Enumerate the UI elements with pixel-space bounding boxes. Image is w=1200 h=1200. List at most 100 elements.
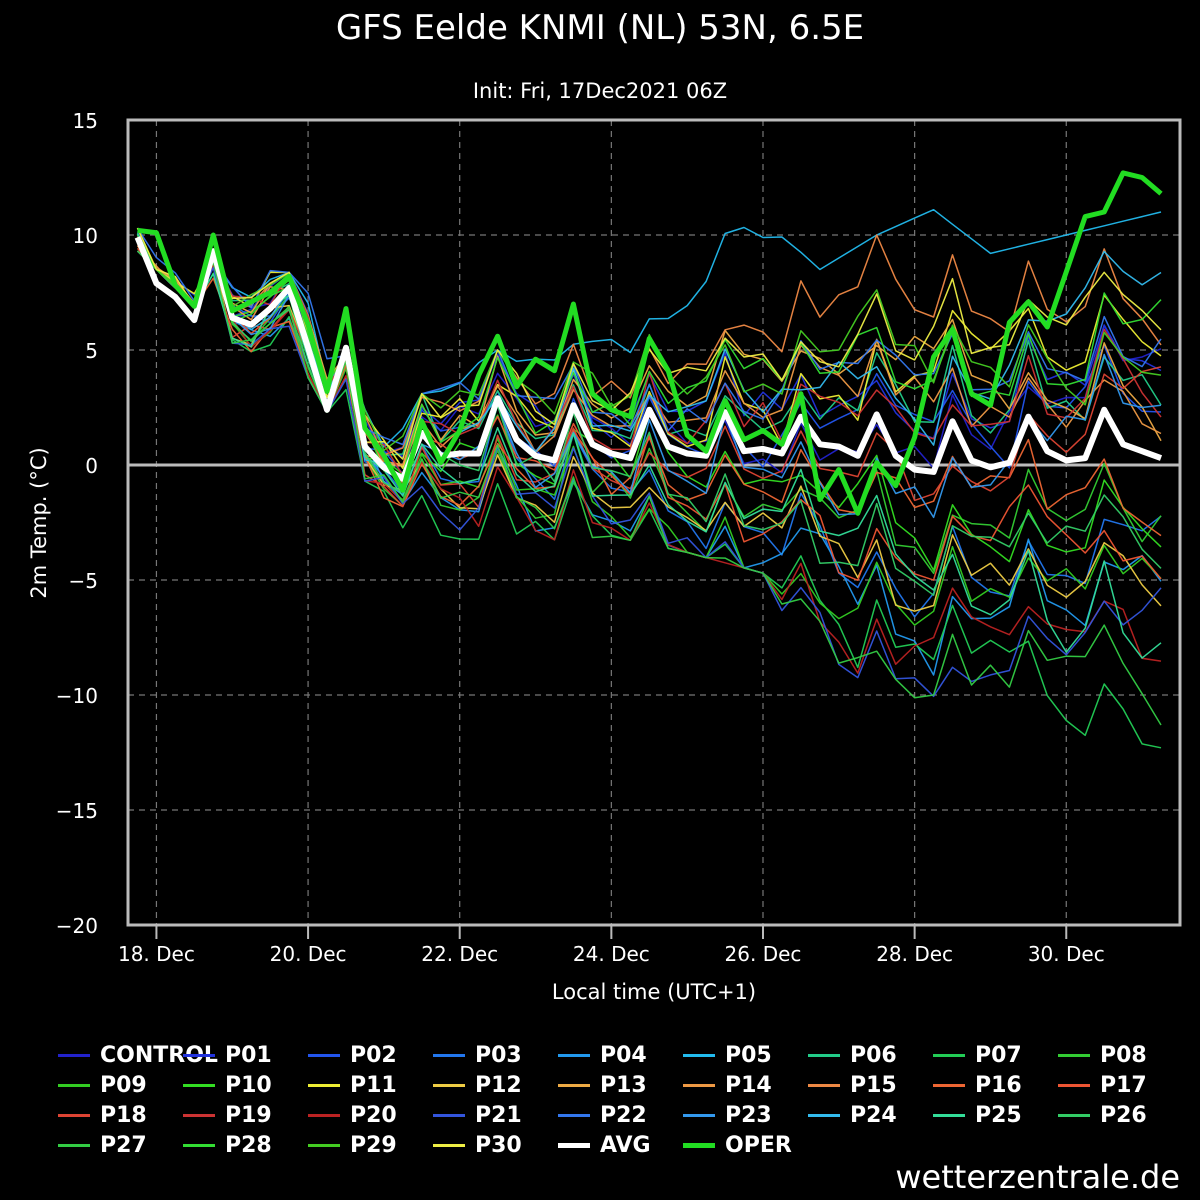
legend-swatch — [433, 1143, 465, 1147]
legend-item-p30: P30 — [433, 1130, 522, 1160]
legend-swatch — [933, 1083, 965, 1087]
legend-swatch — [308, 1083, 340, 1087]
series-line-p22 — [136, 227, 1162, 446]
legend-swatch — [183, 1143, 215, 1147]
y-axis-label: 2m Temp. (°C) — [27, 447, 51, 598]
legend-swatch — [683, 1142, 715, 1148]
legend-swatch — [433, 1053, 465, 1057]
legend-item-p28: P28 — [183, 1130, 272, 1160]
legend-label: P22 — [600, 1102, 647, 1128]
legend-label: P14 — [725, 1072, 772, 1098]
legend-item-p20: P20 — [308, 1100, 397, 1130]
legend-swatch — [308, 1053, 340, 1057]
legend-swatch — [183, 1113, 215, 1117]
legend-item-p12: P12 — [433, 1070, 522, 1100]
legend-item-p03: P03 — [433, 1040, 522, 1070]
legend-swatch — [1058, 1083, 1090, 1087]
y-tick-label: 15 — [73, 109, 98, 133]
legend-swatch — [558, 1083, 590, 1087]
y-tick-label: −5 — [69, 569, 98, 593]
y-tick-label: −10 — [56, 684, 98, 708]
legend-swatch — [933, 1113, 965, 1117]
grid — [128, 120, 1180, 925]
x-tick-label: 20. Dec — [270, 942, 347, 966]
legend-label: P24 — [850, 1102, 897, 1128]
legend-swatch — [433, 1113, 465, 1117]
legend-label: P04 — [600, 1042, 647, 1068]
legend-label: P30 — [475, 1132, 522, 1158]
legend-label: P06 — [850, 1042, 897, 1068]
series-line-p05 — [136, 208, 1162, 448]
legend-swatch — [808, 1113, 840, 1117]
chart-subtitle: Init: Fri, 17Dec2021 06Z — [472, 79, 728, 103]
legend-label: P27 — [100, 1132, 147, 1158]
legend-swatch — [933, 1053, 965, 1057]
legend-item-p09: P09 — [58, 1070, 147, 1100]
legend-label: P11 — [350, 1072, 397, 1098]
legend-item-p18: P18 — [58, 1100, 147, 1130]
x-tick-label: 28. Dec — [876, 942, 953, 966]
legend-label: P10 — [225, 1072, 272, 1098]
temperature-chart: 15 10 5 0 −5 −10 −15 −20 18. Dec 20. Dec 22. Dec 2… — [27, 109, 1182, 1004]
legend-label: P16 — [975, 1072, 1022, 1098]
legend-item-p23: P23 — [683, 1100, 772, 1130]
watermark: wetterzentrale.de — [895, 1158, 1180, 1196]
legend-item-p21: P21 — [433, 1100, 522, 1130]
series-line-oper — [137, 170, 1163, 516]
legend-swatch — [58, 1143, 90, 1147]
legend-item-p01: P01 — [183, 1040, 272, 1070]
legend-swatch — [558, 1142, 590, 1148]
x-axis-ticks: 18. Dec 20. Dec 22. Dec 24. Dec 26. Dec 28. D… — [118, 925, 1105, 966]
series-line-p28 — [136, 242, 1162, 475]
legend-swatch — [433, 1083, 465, 1087]
x-tick-label: 30. Dec — [1028, 942, 1105, 966]
legend-label: P18 — [100, 1102, 147, 1128]
legend-swatch — [683, 1053, 715, 1057]
y-tick-label: 0 — [85, 454, 98, 478]
legend-label: P20 — [350, 1102, 397, 1128]
legend-item-avg: AVG — [558, 1130, 651, 1160]
legend-item-p13: P13 — [558, 1070, 647, 1100]
legend-swatch — [308, 1113, 340, 1117]
legend-label: P29 — [350, 1132, 397, 1158]
legend-label: P03 — [475, 1042, 522, 1068]
legend-swatch — [58, 1053, 90, 1057]
legend-item-p29: P29 — [308, 1130, 397, 1160]
legend-label: P21 — [475, 1102, 522, 1128]
series-line-p27 — [136, 250, 1162, 726]
legend-item-p17: P17 — [1058, 1070, 1147, 1100]
y-tick-label: 10 — [73, 224, 98, 248]
legend-label: P13 — [600, 1072, 647, 1098]
legend-label: P15 — [850, 1072, 897, 1098]
legend-label: P07 — [975, 1042, 1022, 1068]
legend-swatch — [183, 1053, 215, 1057]
legend-item-p26: P26 — [1058, 1100, 1147, 1130]
legend-swatch — [58, 1113, 90, 1117]
legend-swatch — [308, 1143, 340, 1147]
legend-label: P09 — [100, 1072, 147, 1098]
legend-item-p05: P05 — [683, 1040, 772, 1070]
legend-item-p24: P24 — [808, 1100, 897, 1130]
plot-frame — [126, 118, 1182, 927]
legend-item-p04: P04 — [558, 1040, 647, 1070]
legend-swatch — [558, 1053, 590, 1057]
legend-swatch — [808, 1053, 840, 1057]
legend-label: P17 — [1100, 1072, 1147, 1098]
legend-item-p22: P22 — [558, 1100, 647, 1130]
x-tick-label: 22. Dec — [421, 942, 498, 966]
legend-item-p27: P27 — [58, 1130, 147, 1160]
x-tick-label: 18. Dec — [118, 942, 195, 966]
legend-label: AVG — [600, 1132, 651, 1158]
legend-swatch — [808, 1083, 840, 1087]
series-line-p26 — [136, 234, 1162, 596]
legend-label: P19 — [225, 1102, 272, 1128]
series-line-p08 — [136, 250, 1162, 575]
legend-item-p25: P25 — [933, 1100, 1022, 1130]
y-tick-label: −15 — [56, 799, 98, 823]
y-tick-label: −20 — [56, 914, 98, 938]
legend-label: P25 — [975, 1102, 1022, 1128]
legend-item-p08: P08 — [1058, 1040, 1147, 1070]
legend-item-p11: P11 — [308, 1070, 397, 1100]
y-axis-ticks: 15 10 5 0 −5 −10 −15 −20 — [56, 109, 98, 938]
legend-item-p02: P02 — [308, 1040, 397, 1070]
